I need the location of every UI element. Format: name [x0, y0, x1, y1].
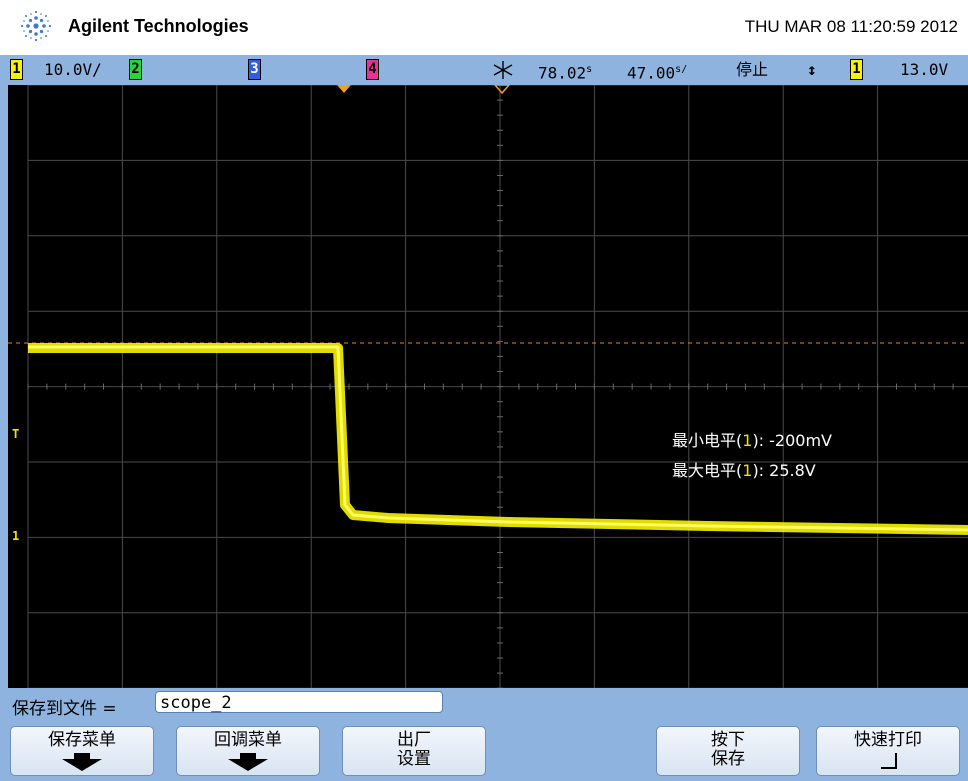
- time-scale[interactable]: 47.00s/: [627, 63, 688, 83]
- trigger-level-marker[interactable]: T: [12, 427, 20, 441]
- checkbox-icon: [881, 753, 897, 769]
- delay-reference-marker: [493, 84, 511, 95]
- press-to-save-softkey[interactable]: 按下 保存: [656, 726, 800, 776]
- waveform-display: T 1 最小电平(1): -200mV 最大电平(1): 25.8V: [8, 84, 968, 689]
- channel-1-badge[interactable]: 1: [10, 59, 23, 80]
- channel-1-scale[interactable]: 10.0V/: [44, 60, 102, 79]
- brand-name: Agilent Technologies: [68, 15, 249, 36]
- measurement-max-level: 最大电平(1): 25.8V: [672, 461, 816, 480]
- softkey-label-line2: 设置: [397, 749, 431, 769]
- measurement-min-level: 最小电平(1): -200mV: [672, 431, 832, 450]
- run-state: 停止: [736, 60, 769, 79]
- agilent-spark-logo-icon: [20, 10, 52, 42]
- channel-1-ground-marker[interactable]: 1: [12, 529, 20, 543]
- softkey-label: 保存菜单: [48, 730, 116, 750]
- softkey-label: 按下: [711, 730, 745, 750]
- softkey-label: 出厂: [397, 730, 431, 750]
- softkey-label: 回调菜单: [214, 730, 282, 750]
- quick-print-softkey[interactable]: 快速打印: [816, 726, 960, 776]
- status-bar: 1 10.0V/ 2 3 4 78.02s 47.00s/ 停止 ↕ 1 13.…: [0, 55, 968, 85]
- date-time: THU MAR 08 11:20:59 2012: [744, 17, 958, 36]
- horizontal-delay-icon: [493, 61, 513, 79]
- recall-menu-softkey[interactable]: 回调菜单: [176, 726, 320, 776]
- trigger-channel-badge[interactable]: 1: [850, 59, 863, 80]
- brand: Agilent Technologies: [18, 8, 249, 44]
- factory-default-softkey[interactable]: 出厂 设置: [342, 726, 486, 776]
- softkey-label: 快速打印: [854, 730, 922, 750]
- screen-left-gutter: [0, 85, 8, 688]
- header-bar: Agilent Technologies THU MAR 08 11:20:59…: [0, 0, 968, 55]
- arrow-down-icon: [228, 753, 268, 771]
- save-to-file-label: 保存到文件 =: [12, 699, 117, 719]
- waveform-graticule: [8, 84, 968, 689]
- softkey-label-line2: 保存: [711, 749, 745, 769]
- time-delay[interactable]: 78.02s: [538, 63, 593, 83]
- file-name-field[interactable]: scope_2: [155, 691, 443, 713]
- channel-4-badge[interactable]: 4: [366, 59, 379, 80]
- trigger-position-marker: [337, 85, 351, 93]
- channel-1-trace-core: [28, 345, 968, 532]
- save-menu-softkey[interactable]: 保存菜单: [10, 726, 154, 776]
- channel-2-badge[interactable]: 2: [129, 59, 142, 80]
- softkey-panel: 保存到文件 = scope_2 保存菜单 回调菜单 出厂 设置 按下 保存 快速…: [0, 688, 968, 781]
- trigger-slope-icon: ↕: [807, 60, 817, 79]
- arrow-down-icon: [62, 753, 102, 771]
- trigger-level[interactable]: 13.0V: [900, 60, 949, 79]
- channel-3-badge[interactable]: 3: [248, 59, 261, 80]
